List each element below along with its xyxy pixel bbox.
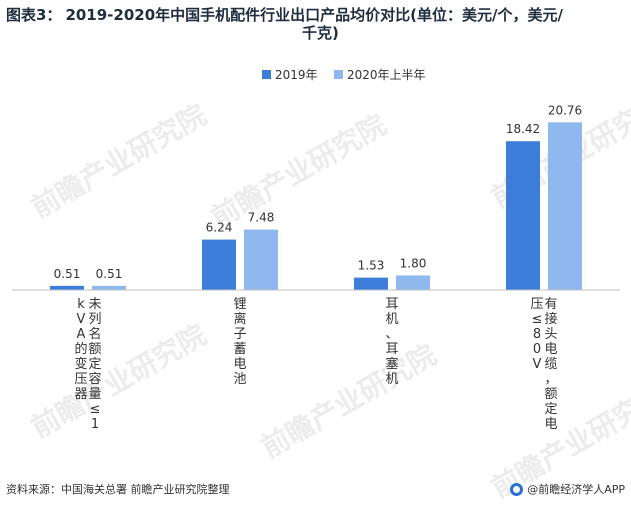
category-char: A [77,327,86,342]
category-char: ， [544,372,557,387]
category-char: 压 [74,372,87,387]
legend: 2019年 2020年上半年 [262,68,426,82]
title-prefix: 图表3： [6,6,62,24]
category-char: 名 [88,326,101,342]
category-char: 1 [91,417,99,432]
category-char: 额 [544,387,557,402]
category-char: 8 [533,327,541,342]
legend-label-1: 2020年上半年 [347,68,426,82]
bar-3-1 [548,122,582,290]
category-char: 额 [88,342,101,357]
category-char: 定 [88,357,101,372]
category-char: 电 [233,357,246,372]
category-char: 池 [233,372,246,387]
category-char: 的 [74,341,87,357]
category-char: 容 [88,371,101,387]
source-note: 资料来源：中国海关总署 前瞻产业研究院整理 [6,483,230,496]
title-line-1: 2019-2020年中国手机配件行业出口产品均价对比(单位：美元/个，美元/ [65,6,563,24]
bar-2-0 [354,277,388,290]
value-label-0-0: 0.51 [54,267,81,281]
bar-2-1 [396,275,430,290]
brand-logo-icon [510,482,524,496]
category-char: 定 [544,402,557,417]
category-char: 子 [233,327,246,342]
category-char: 量 [88,387,101,402]
category-char: 锂 [233,297,246,312]
value-label-2-0: 1.53 [358,259,385,273]
category-char: 头 [544,327,557,342]
category-char: 离 [233,311,246,327]
bar-1-1 [244,229,278,290]
category-char: 耳 [385,342,398,357]
category-char: 机 [385,312,398,327]
bar-1-0 [202,239,236,290]
legend-label-0: 2019年 [275,68,318,82]
category-labels-layer: 未列名额定容量≤1kVA的变压器锂离子蓄电池耳机、耳塞机有接头电缆，额定电压≤8… [74,297,557,432]
bars-layer [50,122,582,290]
legend-swatch-0 [262,70,271,79]
value-label-1-1: 7.48 [248,211,275,225]
category-label-2: 耳机、耳塞机 [385,297,398,387]
category-char: 蓄 [233,342,246,357]
category-char: 电 [544,342,557,357]
bar-0-0 [50,285,84,290]
brand-credit: @前瞻经济学人APP [510,481,625,497]
category-char: ≤ [532,312,543,327]
category-char: 有 [544,297,557,312]
category-char: 机 [385,372,398,387]
bar-3-0 [506,141,540,290]
value-label-2-1: 1.80 [400,256,427,270]
category-char: 塞 [385,356,398,372]
value-label-0-1: 0.51 [96,267,123,281]
category-char: k [77,297,85,312]
chart-title: 图表3： 2019-2020年中国手机配件行业出口产品均价对比(单位：美元/个，美… [6,6,626,42]
category-char: 列 [88,312,101,327]
title-line-2: 千克) [302,24,339,42]
category-char: 压 [530,297,543,312]
category-char: 接 [544,311,557,327]
footer: 资料来源：中国海关总署 前瞻产业研究院整理 @前瞻经济学人APP [6,478,625,498]
value-labels-layer: 0.51 0.51 6.24 7.48 1.53 1.80 18.42 20.76 [54,103,583,281]
bar-0-1 [92,285,126,290]
category-char: 耳 [385,297,398,312]
category-char: 电 [544,417,557,432]
category-char: ≤ [90,402,101,417]
category-char: 器 [74,387,87,402]
value-label-3-0: 18.42 [506,122,540,136]
category-char: V [533,357,542,372]
category-char: 0 [533,342,541,357]
value-label-1-0: 6.24 [206,221,233,235]
category-char: 、 [385,327,398,342]
category-char: 变 [74,356,87,372]
legend-swatch-1 [334,70,343,79]
value-label-3-1: 20.76 [548,103,582,117]
category-char: 未 [88,297,101,312]
category-char: V [77,312,86,327]
category-char: 缆 [544,356,557,372]
brand-text: @前瞻经济学人APP [527,483,625,496]
